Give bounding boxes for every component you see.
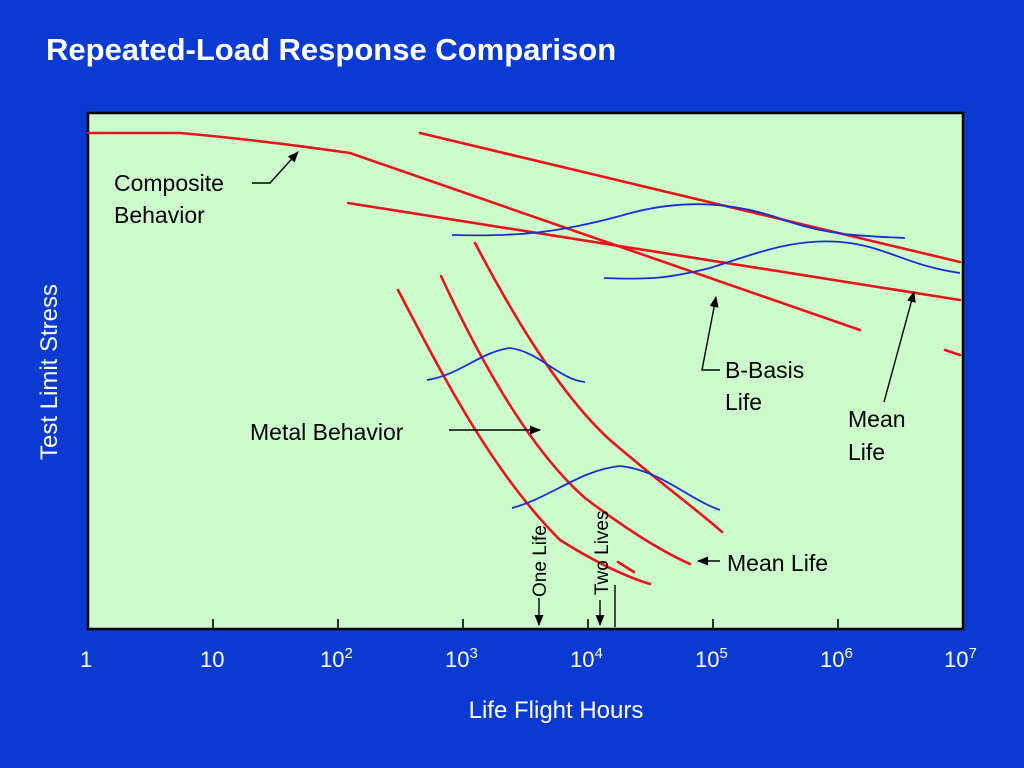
mean-life-label-line1: Mean (848, 406, 906, 432)
metal-distribution-upper (426, 347, 586, 383)
metal-curve-2 (439, 274, 692, 566)
composite-behavior-label-line2: Behavior (114, 202, 205, 228)
composite-curves (86, 131, 962, 357)
x-tick-label-10-4: 104 (570, 645, 603, 672)
metal-mean-life-label: Mean Life (727, 550, 828, 576)
x-tick-labels: 1 10 102 103 104 105 106 107 (80, 645, 977, 672)
composite-distributions (451, 203, 961, 280)
x-axis-title: Life Flight Hours (469, 697, 644, 724)
x-tick-label-10-3: 103 (445, 645, 478, 672)
one-life-label: One Life (530, 525, 551, 597)
bbasis-life-label-line2: Life (725, 389, 762, 415)
mean-life-label-line2: Life (848, 439, 885, 465)
composite-mean-lower-curve (346, 201, 962, 302)
metal-curve-1 (396, 288, 652, 586)
metal-curve-stub (616, 560, 636, 574)
composite-mean-upper-curve (418, 131, 962, 264)
x-tick-label-10-2: 102 (320, 645, 353, 672)
x-axis-ticks (212, 619, 839, 629)
plot-area (86, 111, 965, 631)
two-lives-label: Two Lives (592, 511, 613, 595)
y-axis-title: Test Limit Stress (36, 284, 63, 460)
bbasis-life-label-line1: B-Basis (725, 357, 804, 383)
x-tick-label-10-7: 107 (944, 645, 977, 672)
x-tick-label-10-5: 105 (695, 645, 728, 672)
composite-behavior-label-line1: Composite (114, 170, 224, 196)
metal-distributions (426, 347, 721, 511)
bbasis-life-arrow-icon (701, 295, 720, 371)
slide-title: Repeated-Load Response Comparison (46, 32, 617, 67)
composite-behavior-arrow-icon (252, 151, 299, 184)
x-tick-label-10: 10 (200, 647, 224, 672)
composite-distribution-lower (603, 240, 961, 280)
x-tick-label-10-6: 106 (820, 645, 853, 672)
metal-behavior-label: Metal Behavior (250, 419, 404, 445)
metal-distribution-lower (511, 465, 721, 511)
metal-curves (396, 241, 724, 586)
x-tick-label-1: 1 (80, 647, 92, 672)
composite-behavior-curve (86, 131, 862, 332)
mean-life-arrow-icon (883, 290, 916, 403)
composite-distribution-upper (451, 203, 906, 239)
composite-extension-stub (943, 348, 962, 357)
metal-mean-curve (473, 241, 724, 534)
